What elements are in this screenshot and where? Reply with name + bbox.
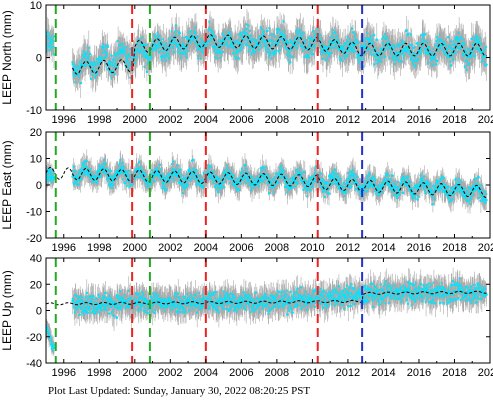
data-series-2	[46, 17, 56, 69]
data-series-1	[71, 8, 488, 98]
data-point	[109, 186, 112, 189]
data-point	[406, 32, 410, 36]
x-tick-label: 2008	[265, 114, 289, 126]
data-point	[178, 31, 182, 35]
data-point	[466, 47, 470, 51]
data-series-1	[71, 149, 488, 214]
data-point	[106, 45, 110, 49]
data-point	[266, 29, 269, 33]
x-tick-label: 2002	[158, 114, 182, 126]
model-trend-line	[72, 33, 487, 75]
data-point	[125, 184, 129, 188]
data-point	[52, 45, 55, 49]
data-point	[247, 24, 250, 27]
x-tick-label: 2018	[442, 114, 466, 126]
data-point	[435, 59, 439, 63]
data-point	[85, 159, 89, 163]
data-point	[357, 41, 360, 44]
plot-area	[46, 132, 488, 238]
data-point	[375, 38, 379, 41]
y-axis-label: LEEP North (mm)	[0, 10, 14, 104]
data-point	[110, 54, 113, 57]
data-point	[350, 27, 354, 30]
data-point	[447, 35, 450, 39]
data-point	[88, 52, 92, 56]
y-tick-label: -10	[26, 105, 42, 117]
data-point	[288, 60, 292, 64]
data-point	[351, 31, 355, 34]
data-point	[195, 168, 198, 172]
data-point	[311, 52, 315, 56]
x-tick-label: 2000	[123, 114, 147, 126]
data-point	[372, 62, 376, 66]
plot-area	[46, 5, 488, 110]
data-point	[423, 32, 427, 36]
x-tick-label: 1996	[52, 114, 76, 126]
panel-2: 1996 1998 2000 2002 2004 2006 2008 2010 2012 2014…	[0, 127, 493, 254]
panel-1: 1996 1998 2000 2002 2004 2006 2008 2010 2012 2014…	[0, 0, 493, 126]
x-tick-label: 2010	[300, 114, 324, 126]
data-point	[52, 35, 56, 38]
data-point	[191, 158, 195, 162]
data-point	[138, 160, 141, 164]
x-tick-label: 2004	[194, 114, 218, 126]
data-point	[405, 29, 408, 32]
data-point	[52, 53, 56, 56]
x-tick-label: 2006	[229, 114, 253, 126]
x-tick-label: 2012	[336, 114, 360, 126]
data-point	[372, 33, 376, 37]
data-point	[268, 191, 271, 195]
data-point	[145, 70, 149, 74]
data-point	[237, 57, 240, 60]
data-point	[89, 77, 93, 81]
y-tick-label: 0	[36, 53, 42, 65]
x-tick-label: 2016	[407, 114, 431, 126]
data-point	[172, 50, 176, 54]
x-tick-label: 1998	[87, 114, 111, 126]
x-tick-label: 2020	[478, 114, 493, 126]
y-tick-label: 10	[30, 0, 42, 12]
x-tick-label: 2014	[371, 114, 395, 126]
data-point	[87, 46, 91, 50]
data-point	[449, 64, 453, 67]
data-point	[109, 169, 113, 173]
data-point	[485, 63, 488, 66]
data-point	[268, 26, 271, 30]
data-point	[434, 44, 437, 47]
